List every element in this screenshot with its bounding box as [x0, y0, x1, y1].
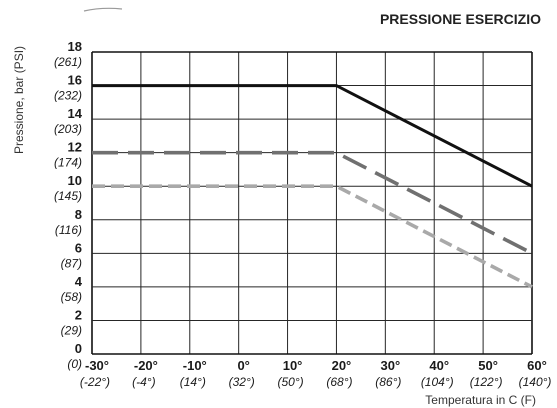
y-tick-label-psi-7: (203): [54, 122, 82, 136]
y-tick-label-7: 14: [68, 106, 83, 121]
series-line-3: [92, 184, 533, 289]
y-tick-label-psi-2: (58): [61, 290, 82, 304]
x-tick-label-f-7: (104°): [421, 375, 454, 389]
y-tick-label-2: 4: [75, 274, 83, 289]
x-tick-label-1: -20°: [134, 358, 158, 373]
x-tick-label-2: -10°: [183, 358, 207, 373]
y-tick-label-0: 0: [75, 341, 82, 356]
x-tick-label-f-9: (140°): [519, 375, 552, 389]
x-tick-label-f-0: (-22°): [80, 375, 110, 389]
y-tick-label-psi-5: (145): [54, 189, 82, 203]
x-tick-label-3: 0°: [237, 358, 249, 373]
y-tick-label-6: 12: [68, 140, 82, 155]
x-tick-label-7: 40°: [429, 358, 449, 373]
y-tick-label-psi-1: (29): [61, 323, 82, 337]
y-tick-label-psi-8: (232): [54, 89, 82, 103]
series-line-2: [92, 150, 533, 255]
y-tick-label-9: 18: [68, 39, 82, 54]
y-tick-label-1: 2: [75, 307, 82, 322]
series-group: [92, 84, 533, 289]
x-tick-label-6: 30°: [380, 358, 400, 373]
chart-title: PRESSIONE ESERCIZIO: [380, 11, 541, 27]
y-tick-label-3: 6: [75, 240, 82, 255]
x-tick-label-f-8: (122°): [470, 375, 503, 389]
y-tick-label-psi-0: (0): [67, 357, 82, 371]
y-tick-label-psi-6: (174): [54, 156, 82, 170]
x-tick-label-f-2: (14°): [180, 375, 206, 389]
y-tick-label-8: 16: [68, 73, 82, 88]
x-tick-label-f-4: (50°): [277, 375, 303, 389]
x-tick-label-0: -30°: [85, 358, 109, 373]
tick-labels: -30° (-22°) -20° (-4°) -10° (14°) 0° (32°) 10° (5…: [54, 39, 551, 389]
x-tick-label-f-6: (86°): [375, 375, 401, 389]
x-tick-label-f-1: (-4°): [132, 375, 155, 389]
y-axis-label: Pressione, bar (PSI): [12, 46, 26, 154]
y-tick-label-5: 10: [68, 173, 82, 188]
x-tick-label-5: 20°: [332, 358, 352, 373]
grid: [91, 51, 533, 355]
y-tick-label-4: 8: [75, 207, 82, 222]
x-tick-label-f-3: (32°): [229, 375, 255, 389]
x-tick-label-8: 50°: [478, 358, 498, 373]
x-axis-label: Temperatura in C (F): [425, 393, 536, 407]
y-tick-label-psi-4: (116): [55, 223, 82, 237]
y-tick-label-psi-9: (261): [54, 55, 82, 69]
x-tick-label-9: 60°: [527, 358, 547, 373]
x-tick-label-4: 10°: [283, 358, 303, 373]
decorative-stroke: [83, 7, 123, 12]
y-tick-label-psi-3: (87): [61, 256, 82, 270]
series-line-1: [92, 84, 533, 188]
x-tick-label-f-5: (68°): [326, 375, 352, 389]
